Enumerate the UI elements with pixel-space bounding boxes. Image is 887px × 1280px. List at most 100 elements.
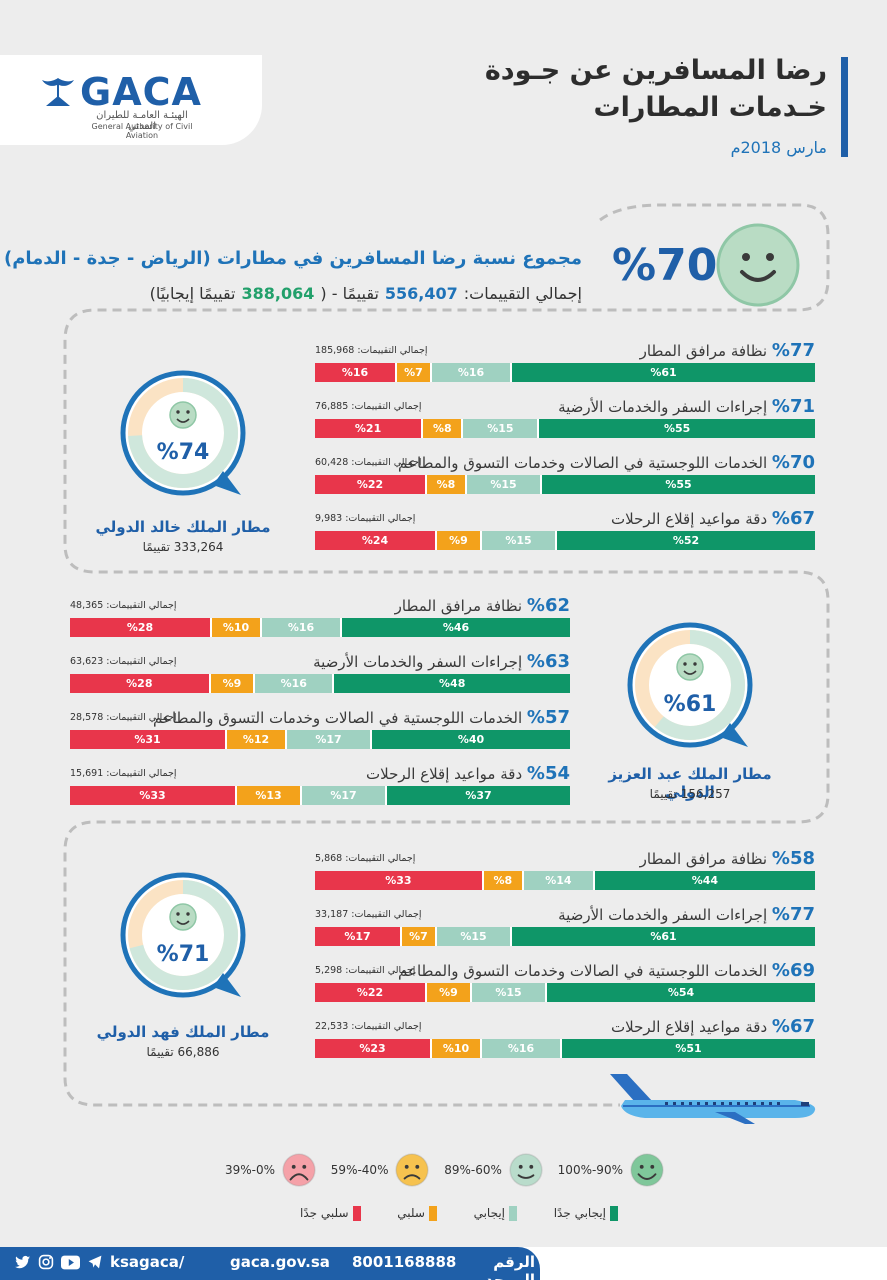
- stacked-bar: %40 %17 %12 %31: [70, 730, 570, 749]
- legend-swatch: [610, 1205, 618, 1221]
- service-title: %62 نظافة مرافق المطار: [395, 595, 570, 616]
- very-positive-segment: %46: [340, 618, 570, 637]
- positive-segment: %16: [253, 674, 333, 693]
- positive-segment: %17: [300, 786, 385, 805]
- legend-category-item: سلبي جدًا: [300, 1205, 361, 1221]
- very-negative-segment: %31: [70, 730, 225, 749]
- very-positive-segment: %54: [545, 983, 815, 1002]
- service-label: إجراءات السفر والخدمات الأرضية: [558, 906, 768, 924]
- palm-emblem-icon: [42, 78, 74, 106]
- legend-face-range: 39%-0%: [225, 1163, 276, 1177]
- very-positive-segment: %61: [510, 927, 815, 946]
- service-title: %77 إجراءات السفر والخدمات الأرضية: [558, 904, 815, 925]
- summary-label: مجموع نسبة رضا المسافرين في مطارات (الري…: [3, 248, 582, 269]
- page-date: مارس 2018م: [730, 138, 827, 157]
- summary-total-value: 556,407: [384, 284, 458, 303]
- instagram-icon[interactable]: [38, 1254, 54, 1270]
- service-percent: %67: [771, 1016, 815, 1037]
- stacked-bar: %52 %15 %9 %24: [315, 531, 815, 550]
- negative-segment: %9: [425, 983, 470, 1002]
- service-total: إجمالي التقييمات: 15,691: [70, 768, 177, 779]
- very-positive-segment: %40: [370, 730, 570, 749]
- website-link[interactable]: gaca.gov.sa: [230, 1253, 330, 1271]
- youtube-icon[interactable]: [61, 1255, 80, 1270]
- airplane-icon: [610, 1074, 816, 1124]
- legend-swatch: [428, 1205, 437, 1221]
- summary-percent: %70: [612, 240, 718, 291]
- logo-arabic-name: الهيئـة العامـة للطيران المدني: [96, 110, 188, 132]
- airport-name: مطار الملك خالد الدولي: [95, 518, 271, 536]
- very-positive-segment: %44: [592, 871, 815, 890]
- stacked-bar: %44 %14 %8 %33: [315, 871, 815, 890]
- service-title: %71 إجراءات السفر والخدمات الأرضية: [558, 396, 815, 417]
- service-percent: %57: [526, 707, 570, 728]
- happy-face-icon: [509, 1153, 543, 1187]
- very-positive-segment: %48: [332, 674, 570, 693]
- service-total: إجمالي التقييمات: 63,623: [70, 656, 177, 667]
- service-title: %69 الخدمات اللوجستية في الصالات وخدمات …: [398, 960, 815, 981]
- very-positive-segment: %61: [510, 363, 815, 382]
- service-label: نظافة مرافق المطار: [639, 850, 768, 868]
- airport-percent: %71: [156, 942, 210, 967]
- legend-category-label: سلبي: [397, 1206, 425, 1220]
- very-negative-segment: %22: [315, 475, 425, 494]
- airport-gauge: [627, 622, 753, 748]
- service-percent: %69: [771, 960, 815, 981]
- legend-category-label: إيجابي: [473, 1206, 505, 1220]
- service-total: إجمالي التقييمات: 5,298: [315, 965, 416, 976]
- negative-segment: %10: [430, 1039, 480, 1058]
- page-title-line2: خـدمات المطارات: [593, 92, 827, 123]
- service-title: %77 نظافة مرافق المطار: [640, 340, 815, 361]
- legend-category-item: سلبي: [397, 1205, 437, 1221]
- legend-swatch: [352, 1205, 361, 1221]
- service-percent: %71: [771, 396, 815, 417]
- service-label: دقة مواعيد إقلاع الرحلات: [611, 510, 768, 528]
- stacked-bar: %55 %15 %8 %22: [315, 475, 815, 494]
- service-label: الخدمات اللوجستية في الصالات وخدمات التس…: [153, 709, 523, 727]
- legend-categories: إيجابي جدًا إيجابي سلبي سلبي جدًا: [300, 1202, 618, 1224]
- very-negative-segment: %22: [315, 983, 425, 1002]
- service-label: نظافة مرافق المطار: [639, 342, 768, 360]
- service-total: إجمالي التقييمات: 22,533: [315, 1021, 422, 1032]
- service-title: %57 الخدمات اللوجستية في الصالات وخدمات …: [153, 707, 570, 728]
- very-sad-face-icon: [282, 1153, 316, 1187]
- positive-segment: %15: [465, 475, 540, 494]
- telegram-icon[interactable]: [87, 1254, 103, 1270]
- negative-segment: %12: [225, 730, 285, 749]
- service-percent: %63: [526, 651, 570, 672]
- service-label: الخدمات اللوجستية في الصالات وخدمات التس…: [398, 962, 768, 980]
- very-negative-segment: %28: [70, 674, 209, 693]
- airport-rating-count: 333,264 تقييمًا: [142, 540, 224, 554]
- summary-total-prefix: إجمالي التقييمات:: [463, 284, 582, 303]
- page-title-line1: رضا المسافرين عن جـودة: [484, 55, 827, 86]
- stacked-bar: %55 %15 %8 %21: [315, 419, 815, 438]
- service-percent: %77: [771, 340, 815, 361]
- stacked-bar: %48 %16 %9 %28: [70, 674, 570, 693]
- airport-gauge: [120, 872, 246, 998]
- service-label: الخدمات اللوجستية في الصالات وخدمات التس…: [398, 454, 768, 472]
- legend-face-range: 100%-90%: [557, 1163, 623, 1177]
- stacked-bar: %37 %17 %13 %33: [70, 786, 570, 805]
- service-percent: %67: [771, 508, 815, 529]
- stacked-bar: %51 %16 %10 %23: [315, 1039, 815, 1058]
- very-positive-segment: %55: [537, 419, 815, 438]
- service-total: إجمالي التقييمات: 76,885: [315, 401, 422, 412]
- negative-segment: %8: [481, 871, 523, 890]
- service-percent: %54: [526, 763, 570, 784]
- legend-face-item: 89%-60%: [444, 1152, 544, 1188]
- service-label: إجراءات السفر والخدمات الأرضية: [558, 398, 768, 416]
- service-title: %54 دقة مواعيد إقلاع الرحلات: [366, 763, 570, 784]
- summary-positive-suffix: تقييمًا إيجابيًا): [149, 284, 236, 303]
- stacked-bar: %46 %16 %10 %28: [70, 618, 570, 637]
- very-negative-segment: %17: [315, 927, 400, 946]
- service-total: إجمالي التقييمات: 60,428: [315, 457, 422, 468]
- legend-face-item: 59%-40%: [331, 1152, 431, 1188]
- twitter-icon[interactable]: [14, 1254, 31, 1271]
- social-handle[interactable]: ksagaca/: [110, 1253, 185, 1271]
- negative-segment: %13: [235, 786, 300, 805]
- legend-face-range: 59%-40%: [330, 1163, 389, 1177]
- stacked-bar: %61 %16 %7 %16: [315, 363, 815, 382]
- service-label: دقة مواعيد إقلاع الرحلات: [366, 765, 523, 783]
- summary-totals: إجمالي التقييمات: 556,407 تقييمًا - ( 38…: [150, 284, 582, 303]
- negative-segment: %9: [208, 674, 254, 693]
